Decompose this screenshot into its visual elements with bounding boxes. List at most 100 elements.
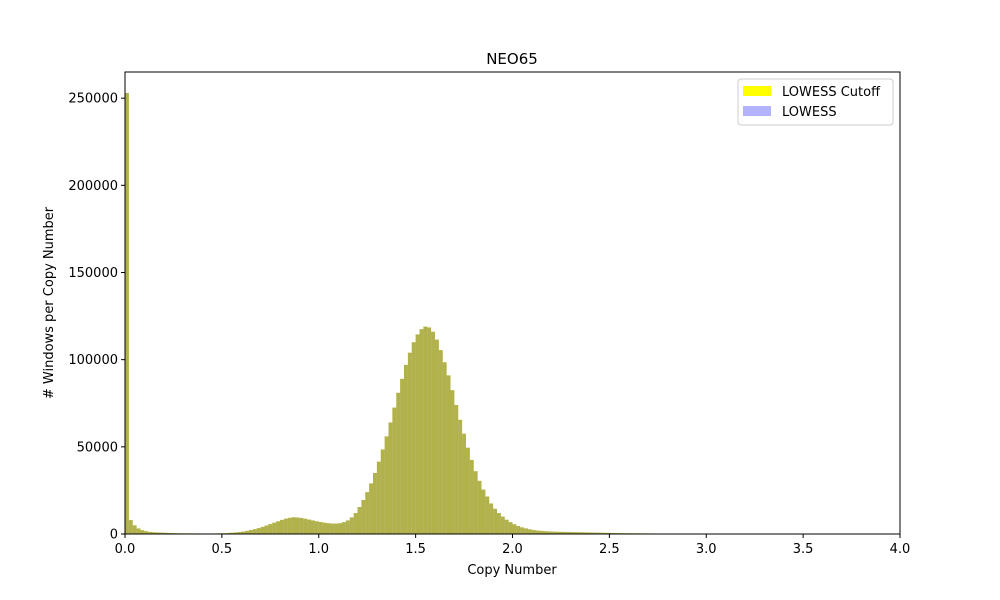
x-axis-title: Copy Number	[467, 563, 557, 578]
y-tick-label: 100000	[68, 353, 118, 368]
bar-lowess	[357, 506, 362, 534]
bar-lowess	[555, 531, 559, 534]
bar-lowess-cutoff	[260, 526, 265, 534]
bar-lowess	[314, 521, 319, 534]
bar-lowess	[512, 524, 517, 534]
bar-lowess-cutoff	[485, 496, 490, 534]
bar-lowess-cutoff	[555, 531, 559, 534]
bar-lowess-cutoff	[462, 433, 466, 534]
x-tick-label: 2.0	[502, 542, 523, 557]
bar-lowess	[566, 531, 571, 534]
bar-lowess	[252, 529, 257, 534]
bar-lowess	[590, 532, 594, 534]
x-tick-label: 3.5	[793, 542, 814, 557]
bar-lowess	[508, 522, 513, 534]
bar-lowess-cutoff	[400, 378, 404, 534]
bar-lowess-cutoff	[551, 531, 556, 534]
bar-lowess-cutoff	[543, 531, 548, 534]
bar-lowess	[287, 517, 292, 534]
bar-lowess	[311, 520, 315, 534]
bar-lowess-cutoff	[454, 404, 459, 534]
bar-lowess-cutoff	[283, 518, 288, 534]
bar-lowess-cutoff	[458, 419, 463, 534]
legend-swatch-lowess-cutoff	[743, 86, 771, 96]
bar-lowess	[237, 532, 242, 534]
bar-lowess-cutoff	[342, 522, 346, 534]
bar-lowess	[477, 480, 482, 534]
bar-lowess-cutoff	[404, 364, 408, 534]
bar-lowess-cutoff	[291, 517, 296, 534]
bar-lowess	[446, 375, 451, 534]
x-tick-label: 2.5	[599, 542, 620, 557]
bar-lowess-cutoff	[256, 528, 261, 534]
bar-lowess-cutoff	[361, 500, 366, 534]
bar-lowess	[299, 517, 304, 534]
bar-lowess-cutoff	[353, 513, 358, 534]
bar-lowess-cutoff	[411, 342, 416, 534]
bar-lowess	[535, 530, 540, 534]
bar-lowess-cutoff	[438, 350, 443, 534]
bar-lowess	[454, 404, 459, 534]
bar-lowess	[280, 519, 284, 534]
bar-lowess	[156, 532, 160, 534]
bar-lowess	[419, 329, 424, 534]
bar-lowess-cutoff	[489, 503, 494, 534]
bar-lowess-cutoff	[365, 492, 370, 534]
bar-lowess-cutoff	[574, 532, 579, 534]
bar-lowess-cutoff	[287, 517, 292, 534]
bar-lowess	[435, 339, 439, 534]
bar-lowess	[493, 508, 497, 534]
bar-lowess-cutoff	[357, 506, 362, 534]
bar-lowess-cutoff	[582, 532, 587, 534]
bar-lowess	[241, 531, 246, 534]
bar-lowess-cutoff	[520, 527, 525, 534]
bar-lowess	[152, 532, 156, 534]
bar-lowess-cutoff	[497, 513, 501, 534]
bar-lowess	[431, 331, 435, 534]
bar-lowess	[159, 532, 164, 534]
bar-lowess-cutoff	[128, 520, 133, 534]
bar-lowess-cutoff	[601, 532, 606, 534]
bar-lowess	[605, 532, 610, 534]
bar-lowess	[531, 529, 536, 534]
bar-lowess-cutoff	[531, 529, 536, 534]
bar-lowess-cutoff	[338, 523, 342, 534]
bar-lowess-cutoff	[516, 525, 521, 534]
bar-lowess	[276, 521, 280, 534]
bar-lowess	[338, 523, 342, 534]
bar-lowess-cutoff	[535, 530, 540, 534]
bar-lowess-cutoff	[419, 329, 424, 534]
bar-lowess	[256, 528, 261, 534]
bar-lowess	[260, 526, 265, 534]
bar-lowess	[376, 461, 381, 534]
bar-lowess	[400, 378, 404, 534]
bar-lowess	[144, 531, 149, 534]
bar-lowess-cutoff	[469, 459, 474, 534]
bar-lowess-cutoff	[334, 523, 339, 534]
legend-label-lowess: LOWESS	[782, 105, 837, 120]
x-tick-label: 3.0	[696, 542, 717, 557]
bar-lowess	[450, 390, 455, 534]
bar-lowess	[128, 520, 133, 534]
legend-box	[737, 78, 894, 126]
bar-lowess-cutoff	[152, 532, 156, 534]
bar-lowess-cutoff	[237, 532, 242, 534]
y-tick-label: 200000	[68, 179, 118, 194]
bar-lowess	[245, 530, 249, 534]
bar-lowess	[272, 522, 277, 534]
bar-lowess-cutoff	[605, 532, 610, 534]
bar-lowess	[442, 362, 447, 534]
bar-lowess-cutoff	[148, 531, 153, 534]
bar-lowess-cutoff	[431, 331, 435, 534]
bar-lowess-cutoff	[597, 532, 602, 534]
y-tick-label: 250000	[68, 92, 118, 107]
bar-lowess-cutoff	[167, 532, 172, 534]
bar-lowess	[373, 472, 377, 534]
bar-lowess	[361, 500, 366, 534]
bar-lowess-cutoff	[307, 519, 311, 534]
bar-lowess-cutoff	[245, 530, 249, 534]
bar-lowess-cutoff	[578, 532, 583, 534]
bar-lowess	[586, 532, 590, 534]
bar-lowess-cutoff	[481, 489, 486, 534]
bar-lowess	[427, 327, 432, 534]
